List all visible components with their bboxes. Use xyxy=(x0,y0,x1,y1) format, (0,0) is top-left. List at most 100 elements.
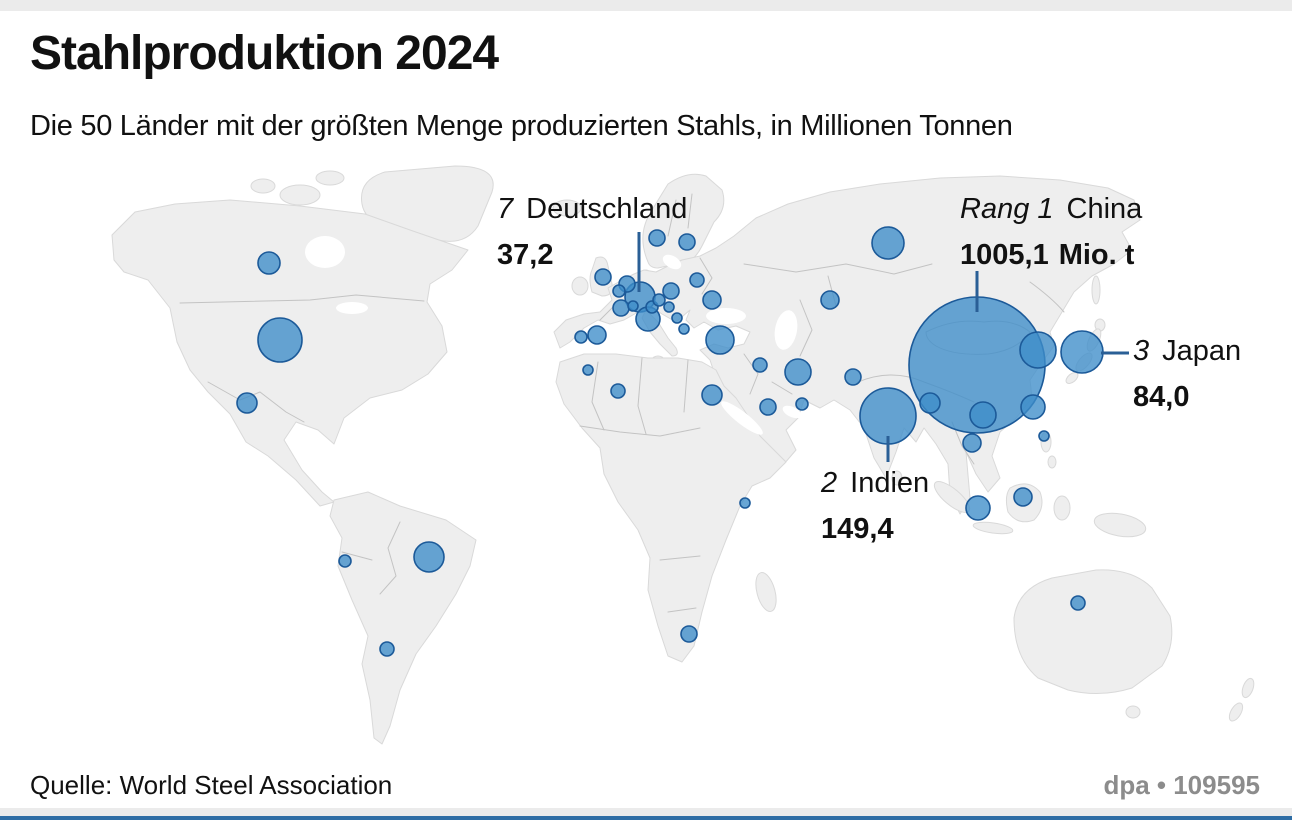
production-bubbles xyxy=(236,226,1104,657)
landmass-arctic-island xyxy=(315,170,345,186)
country-bubble xyxy=(627,300,639,312)
annotation-indien-name: 2 Indien xyxy=(821,467,929,504)
country-bubble xyxy=(701,384,723,406)
country-bubble xyxy=(680,625,698,643)
inland-water xyxy=(305,236,802,435)
country-bubble xyxy=(678,233,696,251)
annotation-deutschland-name: 7 Deutschland xyxy=(497,193,687,230)
deutschland-value: 37,2 xyxy=(497,239,554,271)
country-bubble xyxy=(413,541,445,573)
landmass-new-zealand xyxy=(1228,702,1244,722)
landmass-new-guinea xyxy=(1093,512,1147,538)
country-bubble xyxy=(919,392,941,414)
china-country: China xyxy=(1066,193,1143,225)
country-bubble xyxy=(962,433,982,453)
country-bubble xyxy=(1020,394,1046,420)
indien-rank: 2 xyxy=(821,467,838,499)
annotation-china: Rang 1 China 1005,1 Mio. t xyxy=(960,193,1142,272)
country-bubble xyxy=(689,272,705,288)
annotation-japan: 3 Japan 84,0 xyxy=(1133,335,1241,414)
country-bubble xyxy=(678,323,690,335)
china-rank: Rang 1 xyxy=(960,193,1054,225)
agency-credit: dpa • 109595 xyxy=(1103,770,1260,800)
hudson-bay xyxy=(305,236,345,268)
landmass-iceland xyxy=(552,199,582,217)
landmass-ireland xyxy=(571,276,589,296)
japan-country: Japan xyxy=(1162,335,1242,367)
country-bubble xyxy=(795,397,809,411)
persian-gulf xyxy=(782,405,802,419)
landmass-australia xyxy=(1013,569,1173,695)
country-bubble xyxy=(663,301,675,313)
black-sea xyxy=(706,308,746,324)
annotation-china-name: Rang 1 China xyxy=(960,193,1142,230)
baltic-sea xyxy=(662,254,682,270)
country-bubble xyxy=(784,358,812,386)
annotation-indien: 2 Indien 149,4 xyxy=(821,467,929,546)
country-bubble xyxy=(752,357,768,373)
landmass-japan-kyushu xyxy=(1065,372,1079,384)
deutschland-rank: 7 xyxy=(497,193,514,225)
landmass-philippines xyxy=(1047,455,1057,469)
landmass-tasmania xyxy=(1125,705,1141,719)
landmass-sulawesi xyxy=(1053,495,1071,521)
landmass-java xyxy=(972,521,1014,535)
country-bubble xyxy=(257,251,281,275)
country-bubble xyxy=(965,495,991,521)
page-title: Stahlproduktion 2024 xyxy=(30,27,499,80)
bottom-blue-line xyxy=(0,816,1292,820)
japan-value: 84,0 xyxy=(1133,381,1190,413)
country-bubble xyxy=(652,293,666,307)
country-bubble xyxy=(582,364,594,376)
landmass-sakhalin xyxy=(1091,275,1101,305)
country-bubble xyxy=(236,392,258,414)
country-bubble xyxy=(969,401,997,429)
bubble-indien xyxy=(859,387,917,445)
country-bubble xyxy=(739,497,751,509)
annotation-japan-name: 3 Japan xyxy=(1133,335,1241,372)
great-lakes xyxy=(336,302,368,314)
indien-value: 149,4 xyxy=(821,513,894,545)
country-bubble xyxy=(648,229,666,247)
bottom-border-bar xyxy=(0,808,1292,816)
deutschland-country: Deutschland xyxy=(526,193,688,225)
country-bubble xyxy=(1070,595,1086,611)
landmass-south-america xyxy=(329,491,477,745)
country-bubble xyxy=(612,284,626,298)
page-subtitle: Die 50 Länder mit der größten Menge prod… xyxy=(30,110,1013,142)
caspian-sea xyxy=(774,310,798,350)
country-bubble xyxy=(594,268,612,286)
landmass-madagascar xyxy=(755,572,777,612)
country-bubble xyxy=(379,641,395,657)
source-note: Quelle: World Steel Association xyxy=(30,770,393,800)
top-border-bar xyxy=(0,0,1292,11)
country-bubble xyxy=(612,299,630,317)
china-unit: Mio. t xyxy=(1058,239,1135,271)
country-bubble xyxy=(610,383,626,399)
annotation-deutschland: 7 Deutschland 37,2 xyxy=(497,193,687,272)
landmass-arctic-island xyxy=(250,178,276,194)
china-value: 1005,1 Mio. t xyxy=(960,239,1135,271)
country-bubble xyxy=(587,325,607,345)
country-bubble xyxy=(1019,331,1057,369)
indien-country: Indien xyxy=(850,467,930,499)
country-bubble xyxy=(338,554,352,568)
country-bubble xyxy=(662,282,680,300)
country-bubble xyxy=(671,312,683,324)
landmass-new-zealand xyxy=(1241,677,1255,699)
bubble-japan xyxy=(1060,330,1104,374)
country-bubble xyxy=(257,317,303,363)
country-bubble xyxy=(702,290,722,310)
japan-rank: 3 xyxy=(1133,335,1150,367)
country-bubble xyxy=(705,325,735,355)
landmass-arctic-island xyxy=(279,184,321,206)
country-bubble xyxy=(759,398,777,416)
country-bubble xyxy=(1038,430,1050,442)
country-bubble xyxy=(574,330,588,344)
country-bubble xyxy=(820,290,840,310)
country-bubble xyxy=(844,368,862,386)
landmass-scandinavia xyxy=(642,173,725,269)
landmass-sri-lanka xyxy=(891,470,903,486)
callout-lines xyxy=(637,232,1129,462)
